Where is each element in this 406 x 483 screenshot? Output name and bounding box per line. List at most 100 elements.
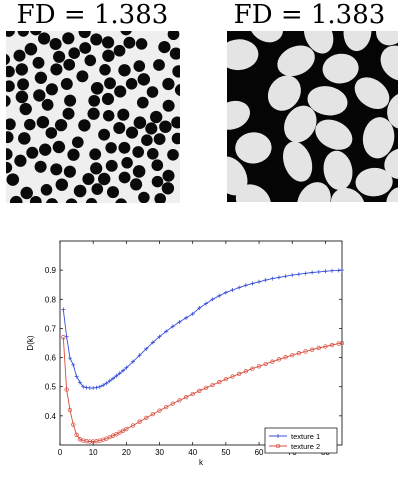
data-point (230, 287, 235, 292)
series-1 (61, 268, 344, 390)
texture-blob (32, 56, 45, 69)
data-point (81, 384, 86, 389)
legend-label: texture 1 (291, 432, 320, 441)
texture-blob (65, 198, 78, 203)
data-point (217, 293, 222, 298)
x-tick-label: 40 (188, 448, 197, 457)
texture-blob (162, 99, 175, 112)
data-point (217, 379, 222, 385)
texture-blob (132, 146, 145, 158)
texture-grain (235, 184, 272, 202)
texture-grain (323, 150, 353, 191)
texture-blob (90, 162, 103, 175)
texture-blob (117, 108, 130, 121)
texture-blob (167, 148, 179, 161)
texture-blob (133, 60, 146, 72)
texture-grain (384, 147, 398, 180)
data-point (190, 391, 195, 397)
data-point (309, 347, 315, 352)
texture-grain (277, 45, 315, 77)
texture-blob (158, 41, 171, 54)
texture-grain (387, 92, 398, 129)
data-point (150, 411, 156, 417)
data-point (270, 276, 275, 281)
data-point (250, 366, 255, 371)
texture-grain (376, 31, 398, 46)
data-point (290, 273, 295, 278)
texture-blob (15, 63, 29, 76)
texture-blob (141, 134, 153, 146)
texture-blob (6, 148, 13, 161)
texture-blob (91, 183, 104, 195)
texture-blob (159, 120, 172, 133)
texture-blob (90, 33, 103, 46)
texture-grain (315, 119, 353, 150)
x-tick-label: 0 (58, 448, 63, 457)
data-point (124, 365, 129, 370)
texture-blob (60, 78, 73, 90)
texture-blob (26, 146, 39, 159)
texture-blob (79, 42, 92, 54)
data-point (61, 335, 66, 340)
texture-blob (150, 110, 163, 124)
texture-blob (64, 94, 77, 107)
texture-blob (136, 96, 149, 109)
texture-blob (53, 50, 66, 63)
texture-blob (78, 119, 91, 132)
texture-blob (6, 53, 10, 66)
texture-grain (322, 53, 359, 84)
texture-blob (145, 122, 158, 135)
data-point (104, 381, 109, 386)
texture-grain (380, 45, 398, 81)
data-point (97, 384, 102, 389)
legend-label: texture 2 (291, 442, 320, 451)
texture-grain (362, 117, 395, 159)
texture-blob (17, 31, 29, 37)
texture-grain (343, 31, 372, 52)
data-point (339, 340, 345, 346)
data-point (177, 398, 182, 403)
texture-blob (6, 118, 16, 131)
texture-blob (174, 83, 180, 97)
texture-blob (115, 198, 127, 203)
data-point (157, 334, 162, 339)
texture-blob (6, 131, 14, 144)
texture-blob (89, 148, 102, 161)
data-point (223, 376, 229, 382)
data-point (276, 357, 282, 362)
data-point (164, 404, 169, 410)
data-point (130, 423, 136, 428)
texture-blob (50, 163, 63, 176)
texture-blob (125, 126, 139, 139)
texture-grain (297, 182, 331, 202)
texture-blob (123, 36, 136, 49)
texture-grain (307, 86, 348, 116)
data-point (203, 301, 208, 306)
texture-grain (249, 31, 284, 43)
data-point (61, 307, 66, 312)
data-point (270, 359, 275, 364)
x-tick-label: 10 (89, 448, 98, 457)
texture-blob (105, 142, 117, 154)
texture-grain (227, 100, 250, 130)
texture-blob (154, 193, 166, 203)
plot-area (59, 240, 343, 446)
data-point (157, 408, 162, 413)
data-point (150, 340, 155, 345)
data-point (316, 345, 321, 351)
data-point (203, 385, 209, 391)
texture-blob (62, 32, 75, 45)
texture-blob (97, 172, 111, 186)
texture-blob (63, 58, 76, 71)
texture-grain (355, 167, 393, 197)
series-2 (61, 335, 345, 444)
data-point (263, 278, 268, 283)
texture-blob (37, 32, 51, 45)
data-point (120, 428, 126, 433)
texture-grain (282, 141, 313, 182)
texture-blob (121, 157, 133, 169)
texture-blob (45, 83, 58, 96)
data-point (237, 371, 242, 377)
texture-blob (6, 80, 15, 93)
